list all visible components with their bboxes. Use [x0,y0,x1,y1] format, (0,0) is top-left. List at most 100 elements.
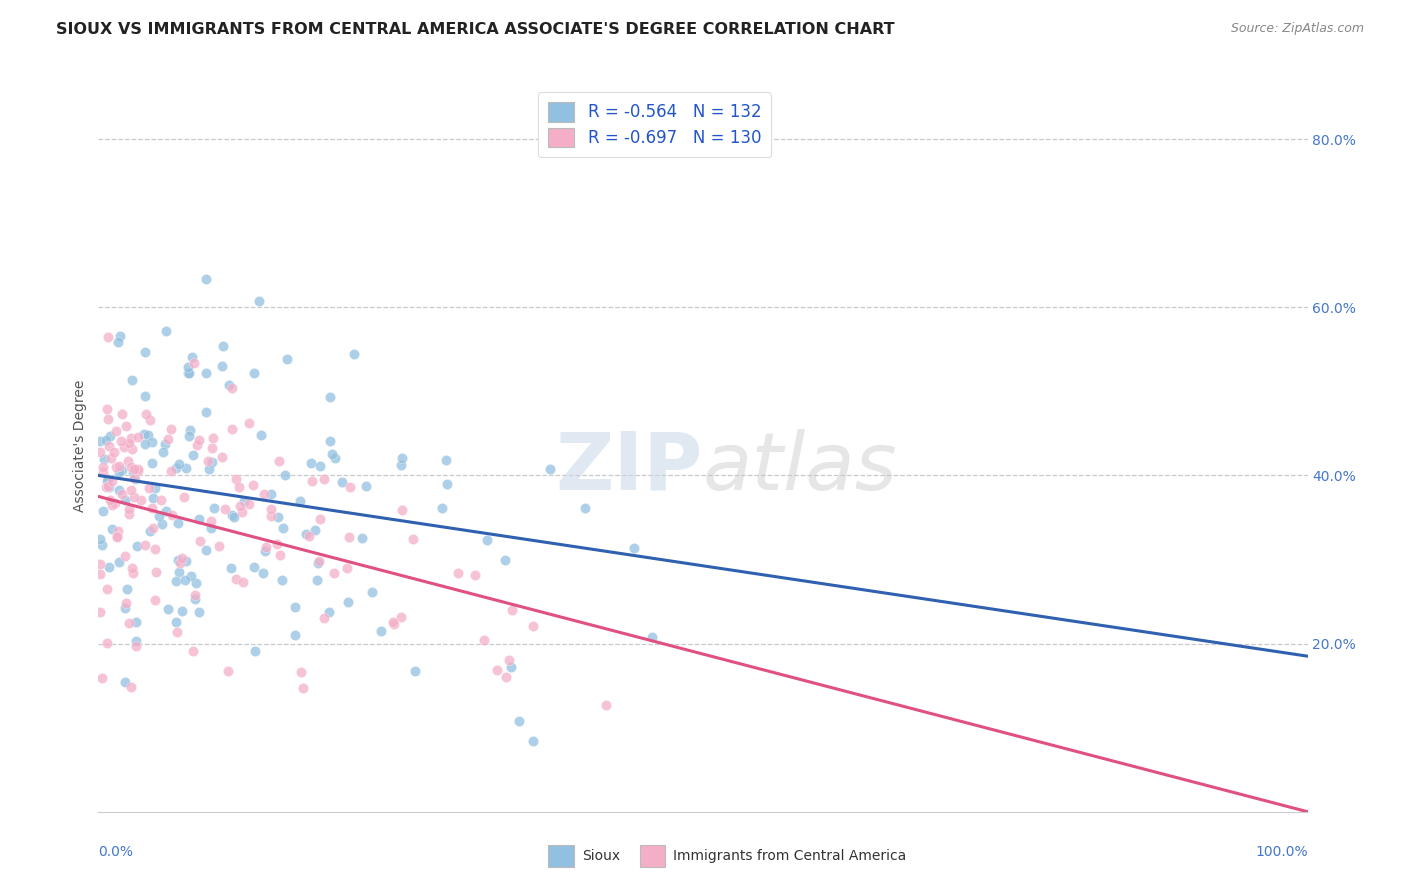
Point [508,714,530,728]
Point [486,663,509,677]
Text: ZIP: ZIP [555,429,703,507]
Point [217,664,239,678]
Point [404,664,426,678]
Point [108,466,131,480]
Point [321,447,343,461]
Point [97,439,120,453]
Point [98,429,121,443]
Point [118,616,141,631]
Point [134,538,156,552]
Text: Source: ZipAtlas.com: Source: ZipAtlas.com [1230,22,1364,36]
Point [89,558,111,572]
Point [112,440,135,454]
Point [174,553,197,567]
Point [269,548,291,562]
Point [238,497,260,511]
Point [122,465,145,479]
Point [169,457,191,471]
Text: 100.0%: 100.0% [1256,845,1308,859]
Point [110,434,132,448]
Point [339,480,361,494]
Point [108,329,131,343]
Point [200,455,222,469]
Point [243,366,266,380]
Point [254,541,277,555]
Point [141,435,163,450]
Point [89,434,111,449]
Point [260,487,283,501]
Legend: R = -0.564   N = 132, R = -0.697   N = 130: R = -0.564 N = 132, R = -0.697 N = 130 [538,92,772,157]
Point [343,347,366,361]
Point [243,644,266,658]
Point [250,428,273,442]
Point [304,523,326,537]
Point [494,553,516,567]
Y-axis label: Associate's Degree: Associate's Degree [73,380,87,512]
Point [97,330,120,344]
Point [464,568,486,582]
Point [125,639,148,653]
Point [93,504,115,518]
Point [134,388,156,402]
Point [141,500,163,515]
Point [91,671,114,685]
Point [183,588,205,602]
Point [142,521,165,535]
Point [148,508,170,523]
Point [312,472,335,486]
Point [121,561,143,575]
Point [127,539,149,553]
Point [180,569,202,583]
Point [94,479,117,493]
Point [142,491,165,505]
Point [323,450,346,465]
Point [181,350,204,364]
Point [91,538,114,552]
Point [174,460,197,475]
Point [270,574,292,588]
Point [134,437,156,451]
Point [103,445,125,459]
Point [173,573,195,587]
Point [165,461,187,475]
Point [501,659,523,673]
Point [319,434,342,448]
Point [170,550,193,565]
Point [200,521,222,535]
Point [641,630,664,644]
Point [117,454,139,468]
Point [330,475,353,489]
Point [101,498,124,512]
Point [402,532,425,546]
Point [139,524,162,539]
Point [108,483,131,497]
Point [187,433,209,447]
Point [155,503,177,517]
Point [105,459,128,474]
Text: Immigrants from Central America: Immigrants from Central America [673,849,907,863]
Point [231,505,253,519]
Point [120,483,142,498]
Point [194,542,217,557]
Point [308,554,330,568]
Point [121,442,143,456]
Point [336,561,359,575]
Point [242,478,264,492]
Point [181,448,204,462]
Point [111,407,134,421]
Point [243,559,266,574]
Point [623,541,645,555]
Point [96,636,118,650]
Point [105,424,128,438]
FancyBboxPatch shape [640,845,665,867]
Point [167,516,190,530]
Point [195,366,218,380]
Point [177,359,200,374]
Point [96,412,118,426]
Point [538,462,561,476]
Point [274,467,297,482]
Point [201,441,224,455]
Point [165,615,187,629]
Point [224,510,246,524]
Point [134,345,156,359]
